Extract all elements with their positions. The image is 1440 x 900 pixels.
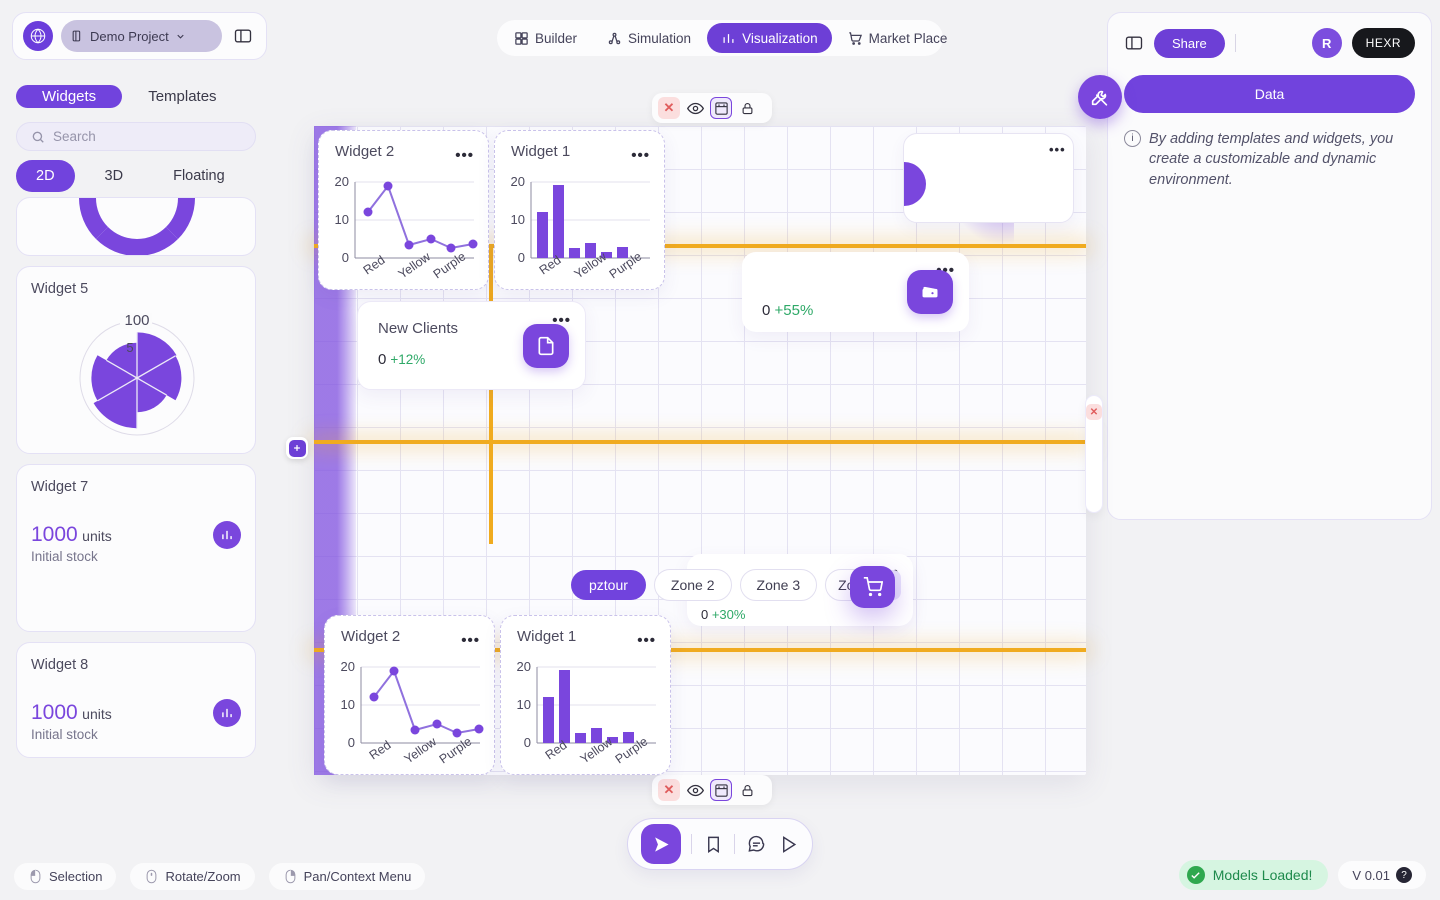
svg-text:0: 0 bbox=[348, 735, 355, 750]
svg-text:5: 5 bbox=[126, 340, 133, 355]
svg-text:Purple: Purple bbox=[437, 734, 475, 766]
svg-text:Yellow: Yellow bbox=[396, 249, 434, 281]
svg-text:Red: Red bbox=[361, 253, 388, 278]
svg-text:Purple: Purple bbox=[431, 249, 469, 281]
svg-text:0: 0 bbox=[342, 250, 349, 265]
svg-text:20: 20 bbox=[511, 174, 525, 189]
svg-text:100: 100 bbox=[124, 312, 149, 329]
svg-text:Yellow: Yellow bbox=[402, 734, 440, 766]
svg-text:0: 0 bbox=[518, 250, 525, 265]
svg-text:10: 10 bbox=[335, 212, 349, 227]
svg-text:0: 0 bbox=[524, 735, 531, 750]
svg-text:Red: Red bbox=[367, 738, 394, 763]
svg-text:10: 10 bbox=[511, 212, 525, 227]
svg-text:20: 20 bbox=[341, 659, 355, 674]
svg-text:20: 20 bbox=[335, 174, 349, 189]
svg-text:10: 10 bbox=[341, 697, 355, 712]
svg-text:20: 20 bbox=[517, 659, 531, 674]
svg-text:10: 10 bbox=[517, 697, 531, 712]
